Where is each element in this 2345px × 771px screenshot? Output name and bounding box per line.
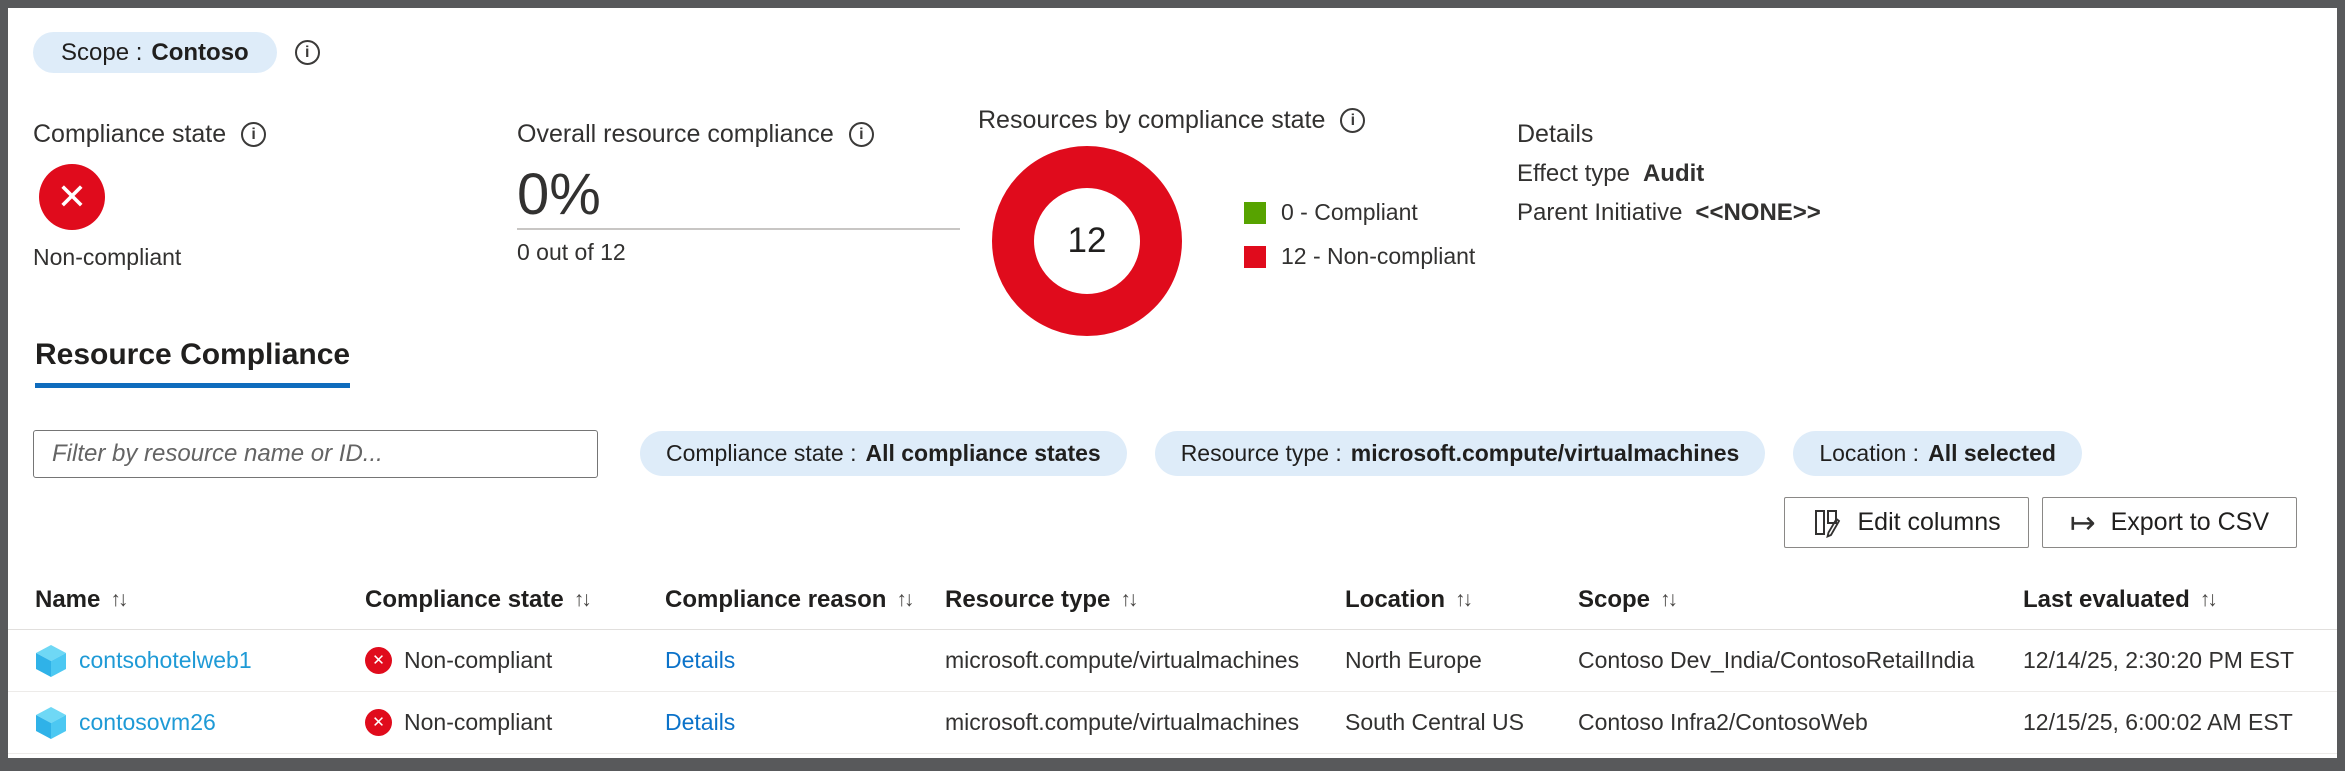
- info-icon[interactable]: i: [294, 40, 320, 65]
- scope-cell: Contoso Dev_India/ContosoRetailIndia: [1578, 647, 1975, 673]
- legend-item: 12 - Non-compliant: [1244, 243, 1475, 270]
- table-header-row: Name ↑↓ Compliance state ↑↓ Compliance r…: [8, 570, 2337, 630]
- column-header[interactable]: Scope ↑↓: [1578, 586, 2023, 614]
- column-header-label: Scope: [1578, 585, 1651, 613]
- edit-columns-button[interactable]: Edit columns: [1784, 497, 2029, 548]
- scope-cell: Contoso Infra2/ContosoWeb: [1578, 709, 1868, 735]
- compliance-reason-details-link[interactable]: Details: [665, 709, 736, 735]
- edit-columns-label: Edit columns: [1857, 508, 2001, 536]
- compliance-state-cell: Non-compliant: [404, 647, 553, 673]
- filter-pill-label: Compliance state :: [666, 440, 857, 466]
- column-header-label: Last evaluated: [2023, 585, 2190, 613]
- column-header-label: Resource type: [945, 585, 1111, 613]
- table-row: contsohotelweb1 ✕ Non-compliant Details …: [8, 630, 2337, 692]
- resource-filter-input[interactable]: [33, 430, 598, 478]
- resource-type-cell: microsoft.compute/virtualmachines: [945, 647, 1300, 673]
- legend-item: 0 - Compliant: [1244, 199, 1475, 226]
- compliance-donut-chart: 12: [992, 146, 1182, 336]
- virtual-machine-icon: [35, 706, 67, 740]
- info-icon[interactable]: i: [1340, 108, 1366, 133]
- table-row: contosovm26 ✕ Non-compliant Details micr…: [8, 692, 2337, 754]
- sort-icon: ↑↓: [1455, 587, 1473, 611]
- resources-by-compliance-block: Resources by compliance state i 12 0 - C…: [978, 106, 1475, 336]
- compliance-state-title: Compliance state: [33, 120, 227, 148]
- legend-label: 12 - Non-compliant: [1281, 243, 1476, 269]
- resource-type-cell: microsoft.compute/virtualmachines: [945, 709, 1300, 735]
- column-header-label: Location: [1345, 585, 1445, 613]
- resource-name-link[interactable]: contosovm26: [79, 709, 216, 735]
- non-compliant-icon: ✕: [365, 647, 392, 674]
- compliance-reason-details-link[interactable]: Details: [665, 647, 736, 673]
- last-evaluated-cell: 12/14/25, 2:30:20 PM EST: [2023, 647, 2295, 673]
- filter-pill-label: Resource type :: [1180, 440, 1342, 466]
- sort-icon: ↑↓: [896, 587, 914, 611]
- column-header[interactable]: Resource type ↑↓: [945, 586, 1345, 614]
- overall-compliance-percent: 0%: [517, 162, 601, 227]
- sort-icon: ↑↓: [573, 587, 592, 611]
- effect-type-value: Audit: [1642, 160, 1705, 187]
- sort-icon: ↑↓: [1120, 587, 1138, 611]
- column-header-label: Name: [35, 585, 101, 613]
- filter-pills: Compliance state : All compliance states…: [640, 431, 2082, 476]
- compliance-state-cell: Non-compliant: [404, 709, 553, 735]
- donut-svg: [992, 146, 1182, 336]
- column-header[interactable]: Compliance state ↑↓: [365, 586, 665, 614]
- filter-pill-label: Location :: [1819, 440, 1920, 466]
- scope-row: Scope : Contoso i: [33, 32, 320, 73]
- edit-columns-icon: [1812, 508, 1842, 538]
- non-compliant-status-icon: ✕: [39, 164, 105, 230]
- details-block: Details Effect type Audit Parent Initiat…: [1517, 120, 1821, 227]
- filter-pill[interactable]: Location : All selected: [1793, 431, 2082, 476]
- parent-initiative-label: Parent Initiative: [1517, 199, 1683, 226]
- virtual-machine-icon: [35, 644, 67, 678]
- percent-divider: [517, 227, 960, 230]
- filter-pill-value: All selected: [1928, 440, 2056, 466]
- chart-title: Resources by compliance state: [978, 106, 1326, 134]
- filter-pill-value: microsoft.compute/virtualmachines: [1350, 440, 1740, 466]
- export-icon: ↦: [2069, 505, 2096, 540]
- info-icon[interactable]: i: [848, 122, 874, 147]
- column-header[interactable]: Location ↑↓: [1345, 586, 1578, 614]
- resource-compliance-table: Name ↑↓ Compliance state ↑↓ Compliance r…: [8, 570, 2337, 754]
- last-evaluated-cell: 12/15/25, 6:00:02 AM EST: [2023, 709, 2293, 735]
- column-header-label: Compliance reason: [665, 585, 887, 613]
- sort-icon: ↑↓: [2199, 587, 2218, 611]
- chart-legend: 0 - Compliant 12 - Non-compliant: [1244, 199, 1475, 336]
- non-compliant-icon: ✕: [365, 709, 392, 736]
- details-title: Details: [1517, 120, 1594, 148]
- scope-filter-pill[interactable]: Scope : Contoso: [33, 32, 277, 73]
- legend-label: 0 - Compliant: [1281, 199, 1418, 225]
- table-body: contsohotelweb1 ✕ Non-compliant Details …: [8, 630, 2337, 754]
- filter-pill[interactable]: Compliance state : All compliance states: [640, 431, 1127, 476]
- column-header[interactable]: Compliance reason ↑↓: [665, 586, 945, 614]
- overall-compliance-block: Overall resource compliance i 0% 0 out o…: [517, 120, 960, 266]
- tab-resource-compliance[interactable]: Resource Compliance: [35, 338, 351, 388]
- column-header[interactable]: Name ↑↓: [35, 586, 365, 614]
- column-header-label: Compliance state: [365, 585, 564, 613]
- scope-label: Scope :: [61, 38, 143, 66]
- info-icon[interactable]: i: [241, 122, 267, 147]
- effect-type-label: Effect type: [1517, 160, 1630, 187]
- sort-icon: ↑↓: [110, 587, 128, 611]
- location-cell: North Europe: [1345, 647, 1482, 673]
- compliance-status-text: Non-compliant: [33, 244, 182, 270]
- legend-swatch: [1244, 245, 1266, 268]
- column-header[interactable]: Last evaluated ↑↓: [2023, 586, 2337, 614]
- scope-value: Contoso: [151, 38, 249, 66]
- export-csv-label: Export to CSV: [2110, 508, 2269, 536]
- filter-pill-value: All compliance states: [865, 440, 1101, 466]
- legend-swatch: [1244, 201, 1266, 224]
- parent-initiative-value: <<NONE>>: [1695, 199, 1821, 226]
- overall-compliance-title: Overall resource compliance: [517, 120, 834, 148]
- table-toolbar: Edit columns ↦ Export to CSV: [1784, 497, 2297, 548]
- filter-pill[interactable]: Resource type : microsoft.compute/virtua…: [1154, 431, 1766, 476]
- overall-compliance-fraction: 0 out of 12: [517, 238, 626, 265]
- resource-name-link[interactable]: contsohotelweb1: [79, 647, 252, 673]
- sort-icon: ↑↓: [1660, 587, 1678, 611]
- export-to-csv-button[interactable]: ↦ Export to CSV: [2041, 497, 2297, 548]
- donut-center-count: 12: [1067, 221, 1107, 260]
- compliance-state-block: Compliance state i ✕ Non-compliant: [33, 120, 267, 271]
- location-cell: South Central US: [1345, 709, 1524, 735]
